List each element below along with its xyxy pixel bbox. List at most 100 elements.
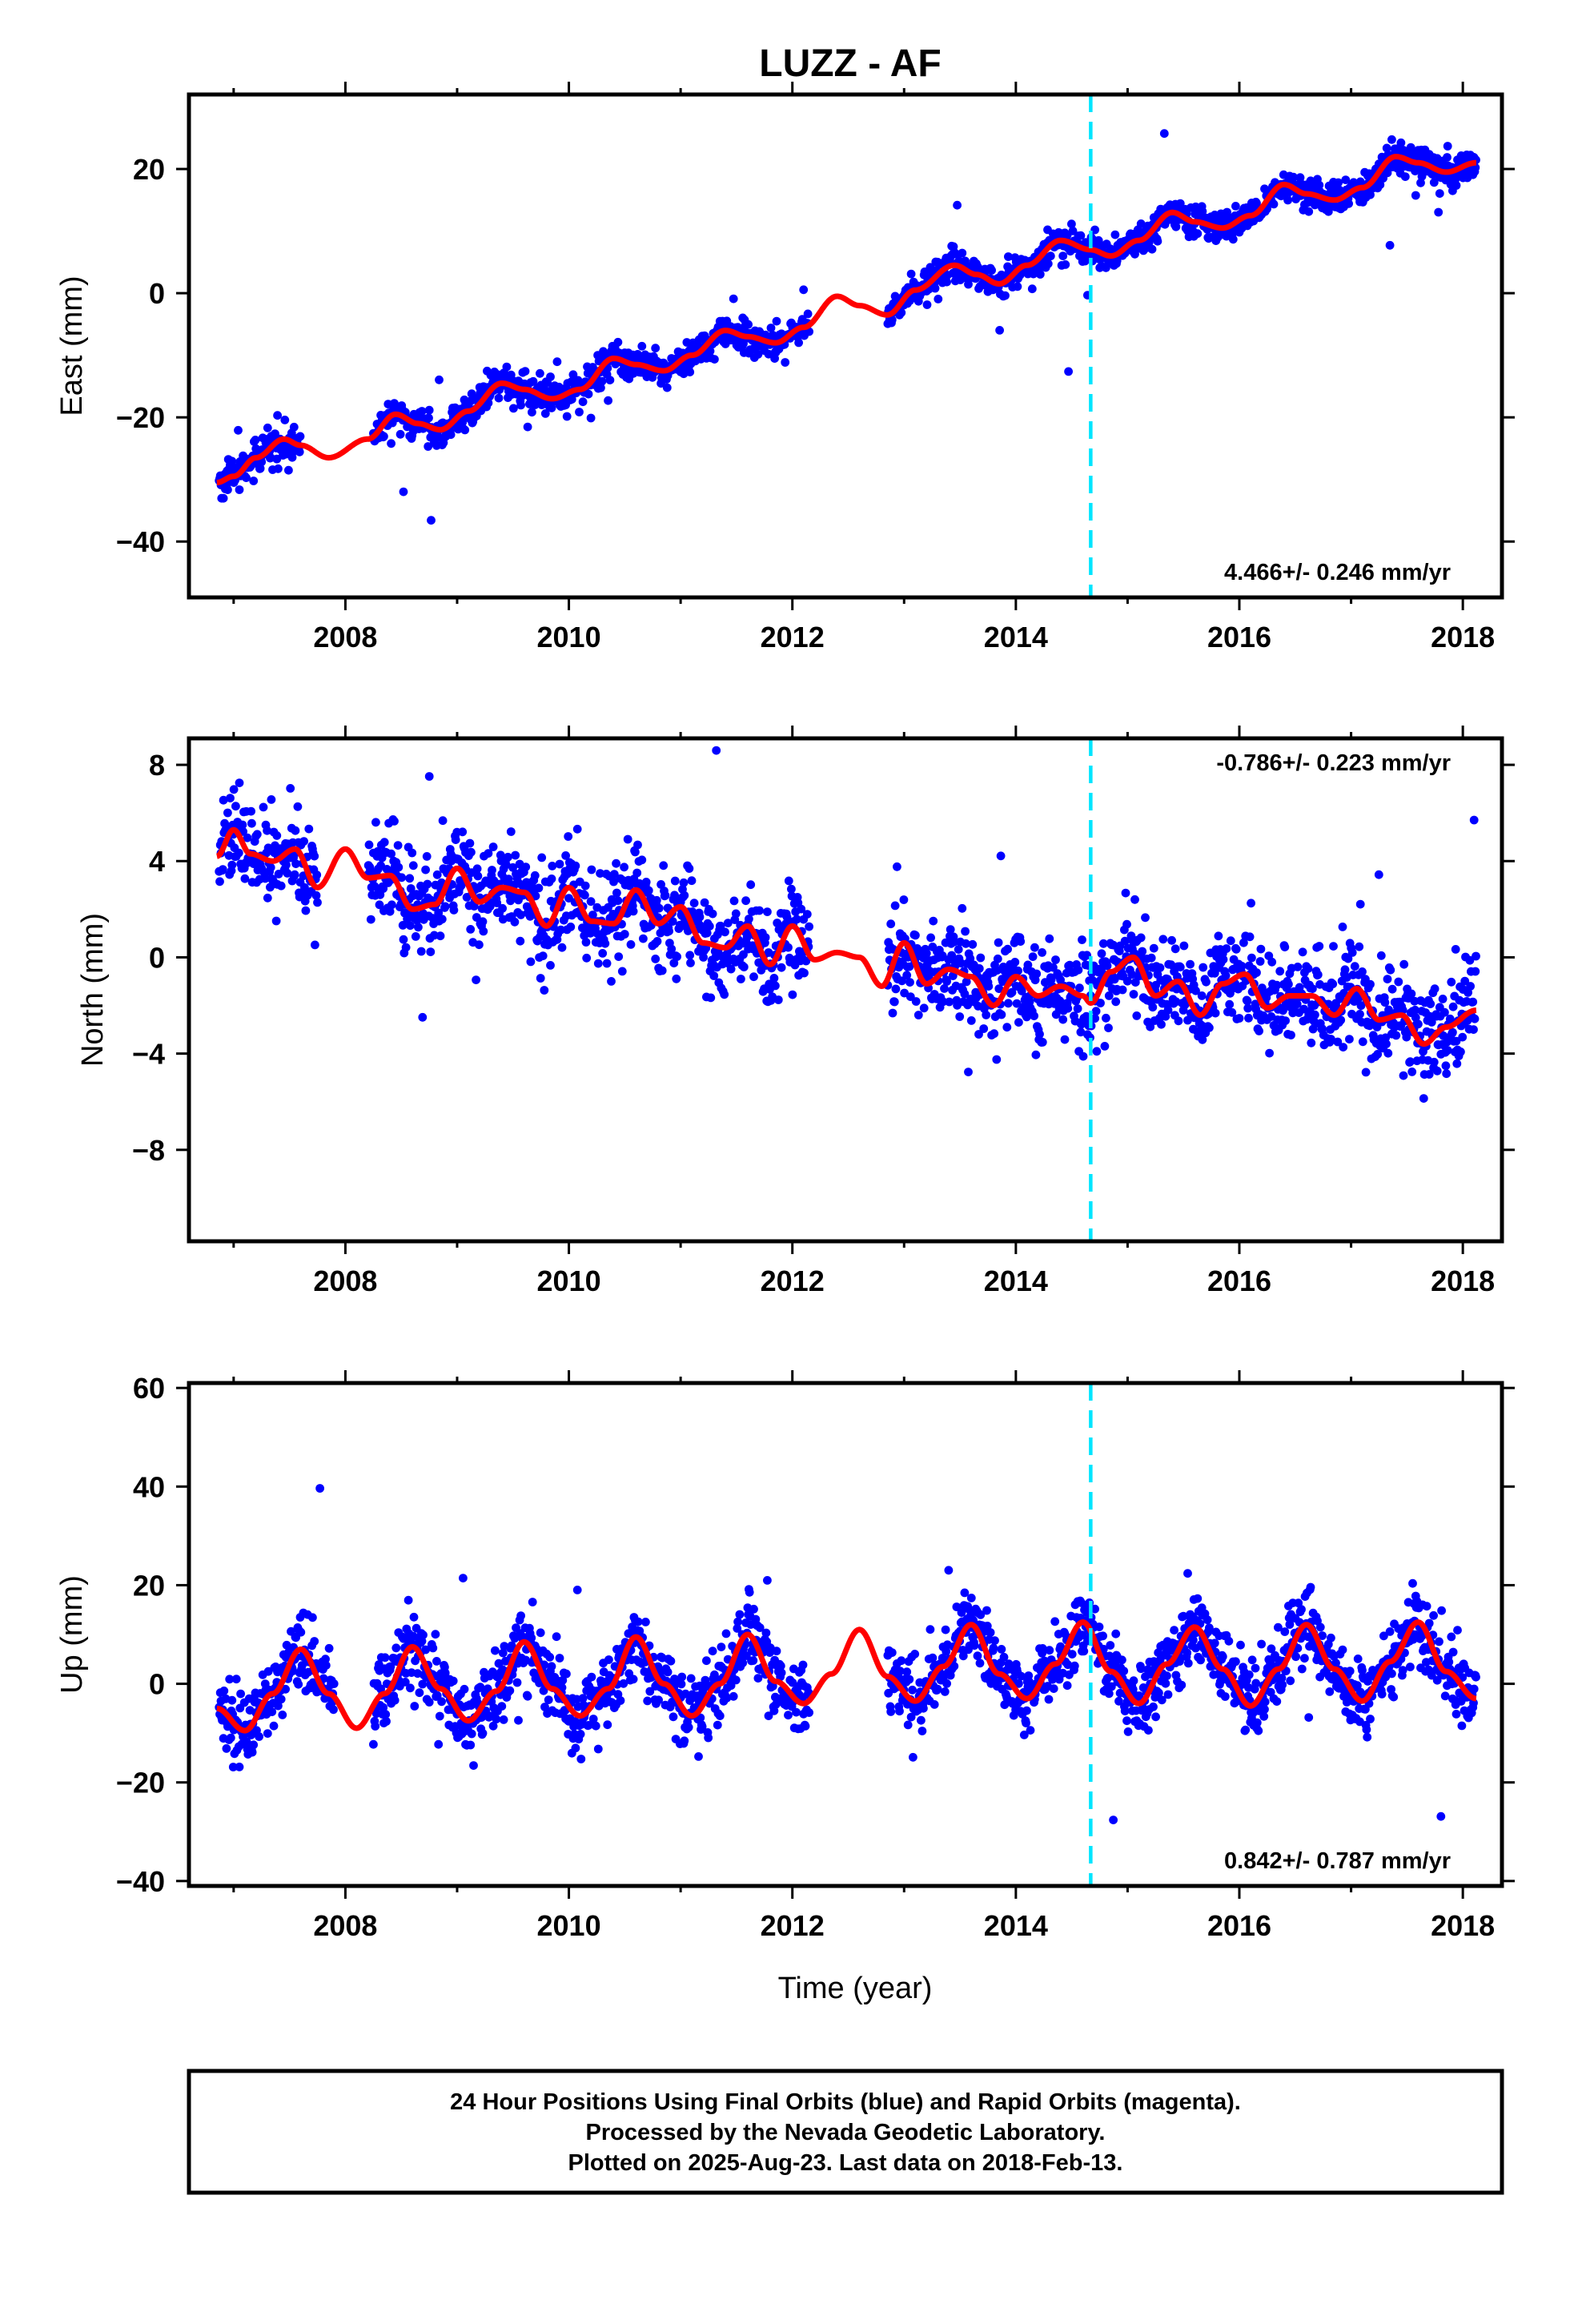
data-point [226,794,235,802]
data-point [1067,219,1076,229]
data-point [960,989,970,999]
data-point [467,1729,476,1739]
data-point [431,1630,440,1639]
data-point [941,1625,950,1634]
data-point [1060,1035,1070,1044]
data-point [1104,1023,1113,1032]
data-point [652,895,661,905]
data-point [411,932,420,941]
data-point [498,903,507,913]
data-point [1098,1631,1107,1641]
data-point [917,1727,927,1735]
data-point [399,487,408,497]
data-point [1122,976,1132,986]
data-point [1191,986,1200,995]
data-point [1275,967,1285,976]
data-point [571,861,580,870]
data-point [510,917,520,927]
data-point [1129,990,1138,999]
data-point [794,338,803,348]
data-point [1399,959,1409,969]
data-point [379,838,389,847]
data-point [472,913,481,922]
data-point [278,1711,287,1719]
data-point [798,1660,808,1670]
data-point [1030,1011,1038,1020]
data-point [1045,934,1054,943]
data-point [1166,960,1176,970]
data-point [1298,947,1307,957]
data-point [434,1739,444,1749]
data-point [644,886,653,895]
data-point [749,972,758,982]
data-point [373,846,383,856]
data-point [620,930,629,939]
data-point [364,840,374,850]
data-point [1396,138,1406,147]
data-point [737,975,745,983]
data-point [536,974,545,983]
data-point [1058,1015,1068,1024]
data-point [522,902,532,911]
data-point [974,1030,983,1039]
data-point [1038,948,1046,957]
data-point [408,861,418,870]
data-point [1323,207,1333,216]
data-point [777,963,786,972]
north-y-axis-label: North (mm) [76,913,110,1067]
data-point [422,852,432,861]
data-point [538,951,548,960]
data-point [528,376,538,386]
data-point [801,956,811,966]
data-point [1347,948,1357,957]
data-point [997,1010,1006,1019]
data-point [712,746,721,755]
data-point [584,389,593,399]
data-point [741,896,750,906]
data-point [1243,996,1252,1006]
data-point [572,1586,582,1594]
data-point [1079,1647,1089,1656]
data-point [1061,260,1070,269]
data-point [905,978,914,987]
x-tick-label: 2018 [1431,1265,1495,1297]
data-point [763,907,772,916]
data-point [1214,931,1223,941]
data-point [561,851,570,860]
data-point [766,324,776,332]
data-point [1383,1048,1393,1058]
data-point [889,997,899,1007]
data-point [1466,982,1475,991]
data-point [546,961,555,970]
data-point [700,898,709,907]
data-point [416,947,426,956]
data-point [263,893,272,903]
data-point [1065,960,1074,970]
data-point [792,915,801,924]
data-point [263,843,273,853]
data-point [1345,1035,1354,1043]
data-point [280,416,290,424]
y-tick-label: 0 [149,941,165,974]
data-point [379,884,388,893]
data-point [1441,1061,1451,1071]
y-tick-label: 20 [133,153,165,186]
x-tick-label: 2016 [1207,621,1271,653]
data-point [501,860,511,870]
data-point [1186,959,1195,969]
data-point [562,412,572,421]
data-point [990,1636,999,1645]
data-point [1003,944,1012,954]
data-point [1102,961,1112,971]
data-point [713,1720,722,1730]
data-point [231,1675,241,1684]
data-point [930,283,940,293]
data-point [234,848,243,858]
data-point [944,1566,954,1575]
data-point [926,933,935,943]
x-tick-label: 2008 [313,1265,377,1297]
data-point [324,1643,334,1653]
data-point [1179,941,1189,951]
data-point [247,1747,257,1757]
